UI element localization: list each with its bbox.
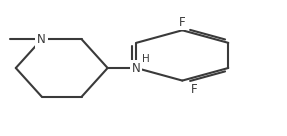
Text: N: N [37,33,46,46]
Text: H: H [142,54,150,64]
Text: F: F [179,16,186,29]
Text: F: F [191,83,197,96]
Text: N: N [132,61,141,75]
